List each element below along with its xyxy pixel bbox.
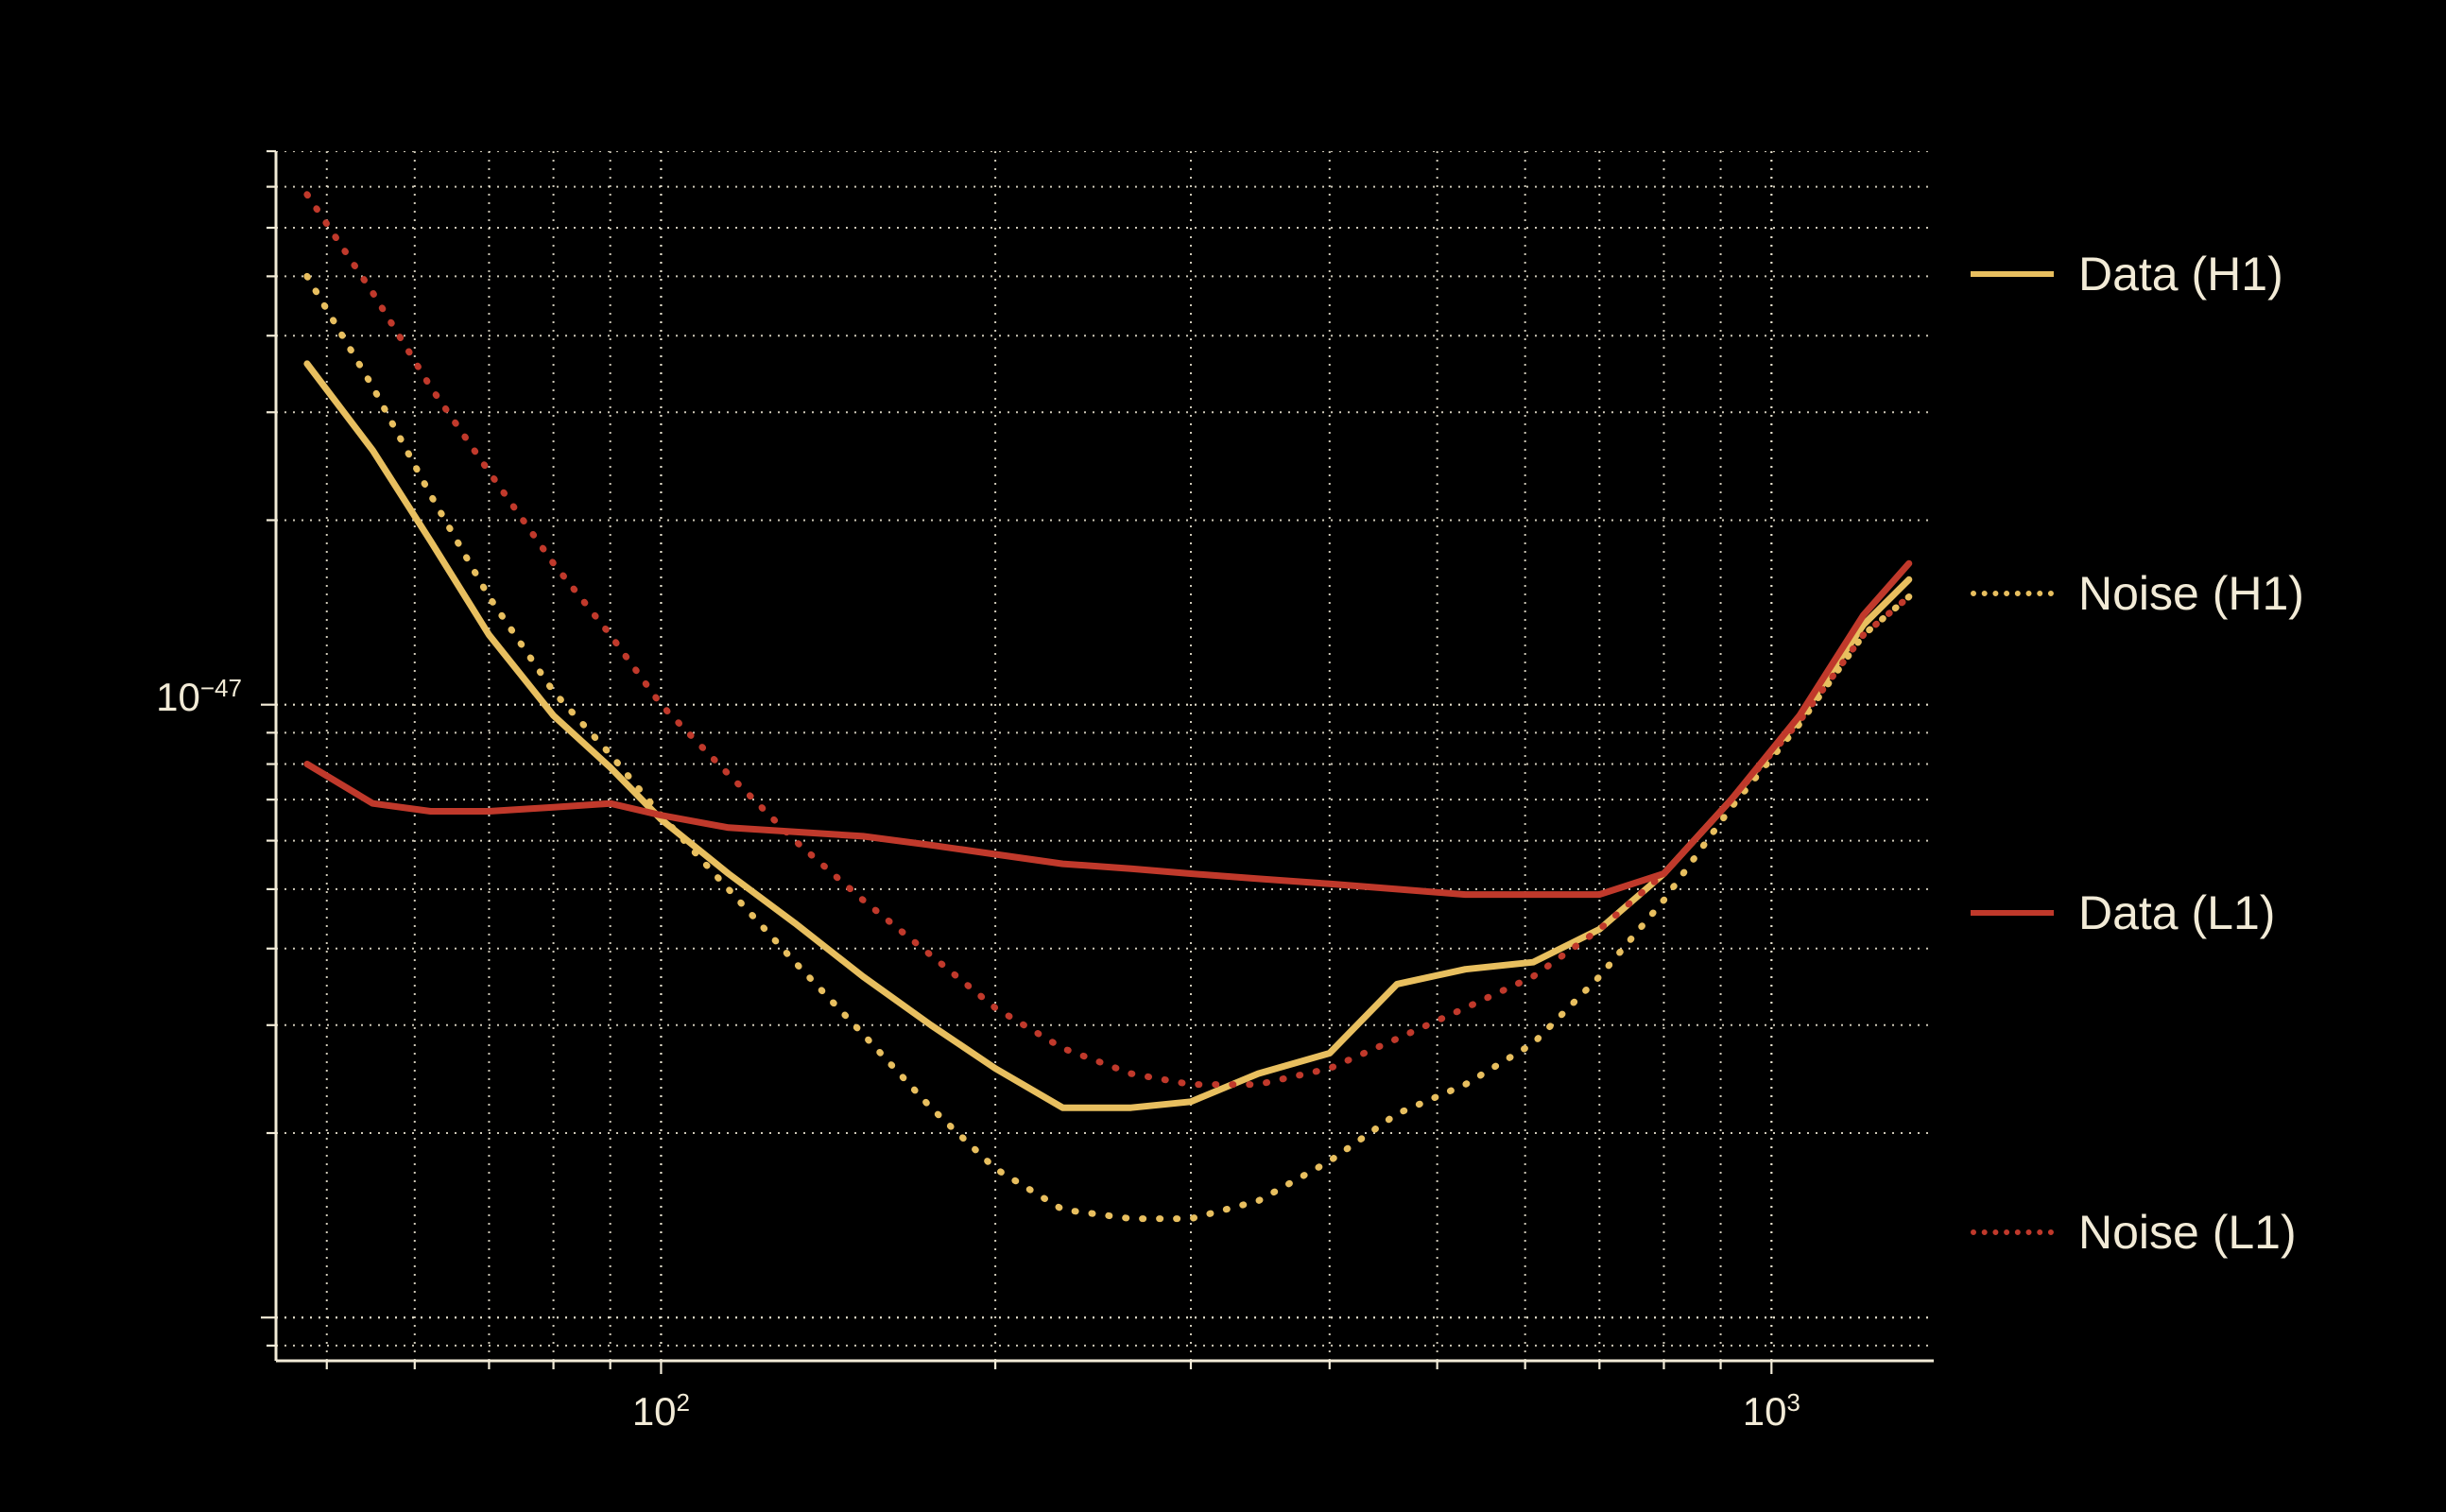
x-tick-exponent: 2: [676, 1388, 691, 1417]
legend-entry-1[interactable]: Noise (H1): [1971, 565, 2304, 622]
x-tick-mantissa: 10: [631, 1389, 677, 1434]
legend-swatch-dotted-icon: [1971, 1229, 2054, 1235]
series-line-0: [303, 360, 1913, 1111]
series-line-1: [303, 272, 1913, 1223]
legend-entry-0[interactable]: Data (H1): [1971, 246, 2283, 302]
chart-legend: Data (H1) Noise (H1) Data (L1) Noise (L1): [1971, 246, 2443, 1259]
plot-right-mask: [1936, 0, 2446, 1512]
x-tick-label-1: 103: [1743, 1389, 1800, 1435]
y-tick-mantissa: 10: [156, 674, 200, 719]
legend-entry-2[interactable]: Data (L1): [1971, 885, 2275, 941]
series-line-3: [303, 191, 1913, 1089]
legend-label-0: Data (H1): [2078, 248, 2283, 301]
series-line-2: [303, 559, 1913, 899]
legend-swatch-dotted-icon: [1971, 591, 2054, 596]
legend-swatch-solid-icon: [1971, 271, 2054, 277]
legend-entry-3[interactable]: Noise (L1): [1971, 1204, 2297, 1261]
x-tick-label-0: 102: [632, 1389, 690, 1435]
x-tick-mantissa: 10: [1742, 1389, 1787, 1434]
legend-label-3: Noise (L1): [2078, 1206, 2297, 1259]
y-tick-exponent: −47: [199, 673, 242, 702]
legend-swatch-solid-icon: [1971, 910, 2054, 916]
plot-left-mask: [0, 0, 275, 1512]
x-tick-exponent: 3: [1786, 1388, 1800, 1417]
y-tick-label-0: 10−47: [156, 675, 242, 720]
legend-label-1: Noise (H1): [2078, 567, 2304, 620]
legend-label-2: Data (L1): [2078, 886, 2276, 939]
